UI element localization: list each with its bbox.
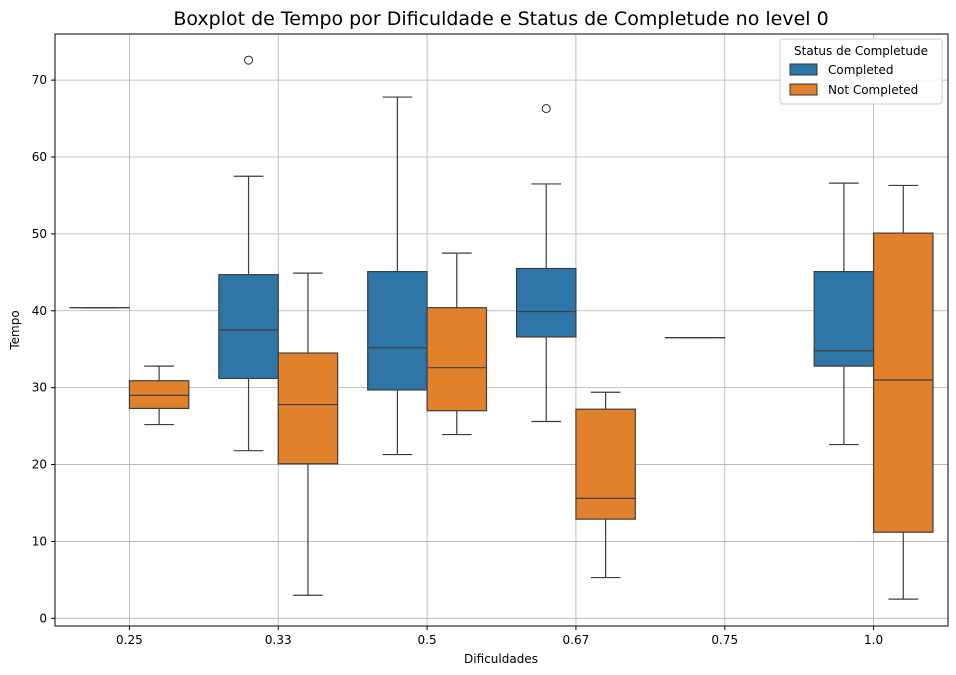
box-not-completed-0.33 bbox=[277, 272, 339, 596]
x-axis-label: Dificuldades bbox=[464, 652, 538, 666]
legend-swatch-not-completed bbox=[789, 83, 818, 96]
y-axis: 0 10 20 30 40 50 60 70 bbox=[32, 73, 55, 625]
y-tick-label: 30 bbox=[32, 381, 47, 395]
box-completed-0.5 bbox=[367, 96, 428, 456]
y-tick-label: 10 bbox=[32, 534, 47, 548]
box-body bbox=[277, 352, 339, 465]
box-completed-1.0 bbox=[813, 182, 875, 446]
x-tick-label: 0.75 bbox=[711, 633, 738, 647]
boxes-layer bbox=[69, 55, 934, 600]
x-tick-label: 0.5 bbox=[418, 633, 437, 647]
box-body bbox=[515, 267, 577, 338]
y-tick-label: 60 bbox=[32, 150, 47, 164]
outlier-point bbox=[244, 55, 254, 65]
y-axis-label: Tempo bbox=[8, 310, 22, 350]
legend: Status de Completude Completed Not Compl… bbox=[779, 38, 943, 105]
box-body bbox=[872, 232, 934, 533]
legend-label-completed: Completed bbox=[828, 63, 893, 77]
x-axis: 0.25 0.33 0.5 0.67 0.75 1.0 bbox=[116, 626, 883, 647]
x-tick-label: 1.0 bbox=[864, 633, 883, 647]
box-body bbox=[128, 380, 190, 410]
x-tick-label: 0.25 bbox=[116, 633, 143, 647]
legend-frame bbox=[779, 38, 943, 105]
chart-title: Boxplot de Tempo por Dificuldade e Statu… bbox=[173, 8, 828, 30]
legend-title: Status de Completude bbox=[794, 44, 928, 58]
outlier-point bbox=[541, 104, 551, 114]
box-body bbox=[813, 270, 875, 367]
box-not-completed-1.0 bbox=[872, 184, 934, 600]
y-tick-label: 0 bbox=[39, 611, 47, 625]
box-not-completed-0.67 bbox=[575, 391, 636, 579]
legend-label-not-completed: Not Completed bbox=[828, 83, 918, 97]
box-completed-0.33 bbox=[218, 55, 279, 452]
box-body bbox=[426, 307, 488, 412]
y-tick-label: 20 bbox=[32, 458, 47, 472]
y-tick-label: 50 bbox=[32, 227, 47, 241]
y-tick-label: 70 bbox=[32, 73, 47, 87]
x-tick-label: 0.33 bbox=[265, 633, 292, 647]
plot-frame bbox=[54, 33, 949, 627]
box-not-completed-0.25 bbox=[128, 365, 190, 426]
box-completed-0.67 bbox=[515, 104, 577, 423]
y-tick-label: 40 bbox=[32, 304, 47, 318]
box-body bbox=[218, 274, 279, 380]
box-body bbox=[575, 408, 636, 520]
legend-swatch-completed bbox=[789, 63, 818, 76]
x-tick-label: 0.67 bbox=[563, 633, 590, 647]
box-not-completed-0.5 bbox=[426, 252, 488, 436]
box-body bbox=[367, 270, 428, 391]
